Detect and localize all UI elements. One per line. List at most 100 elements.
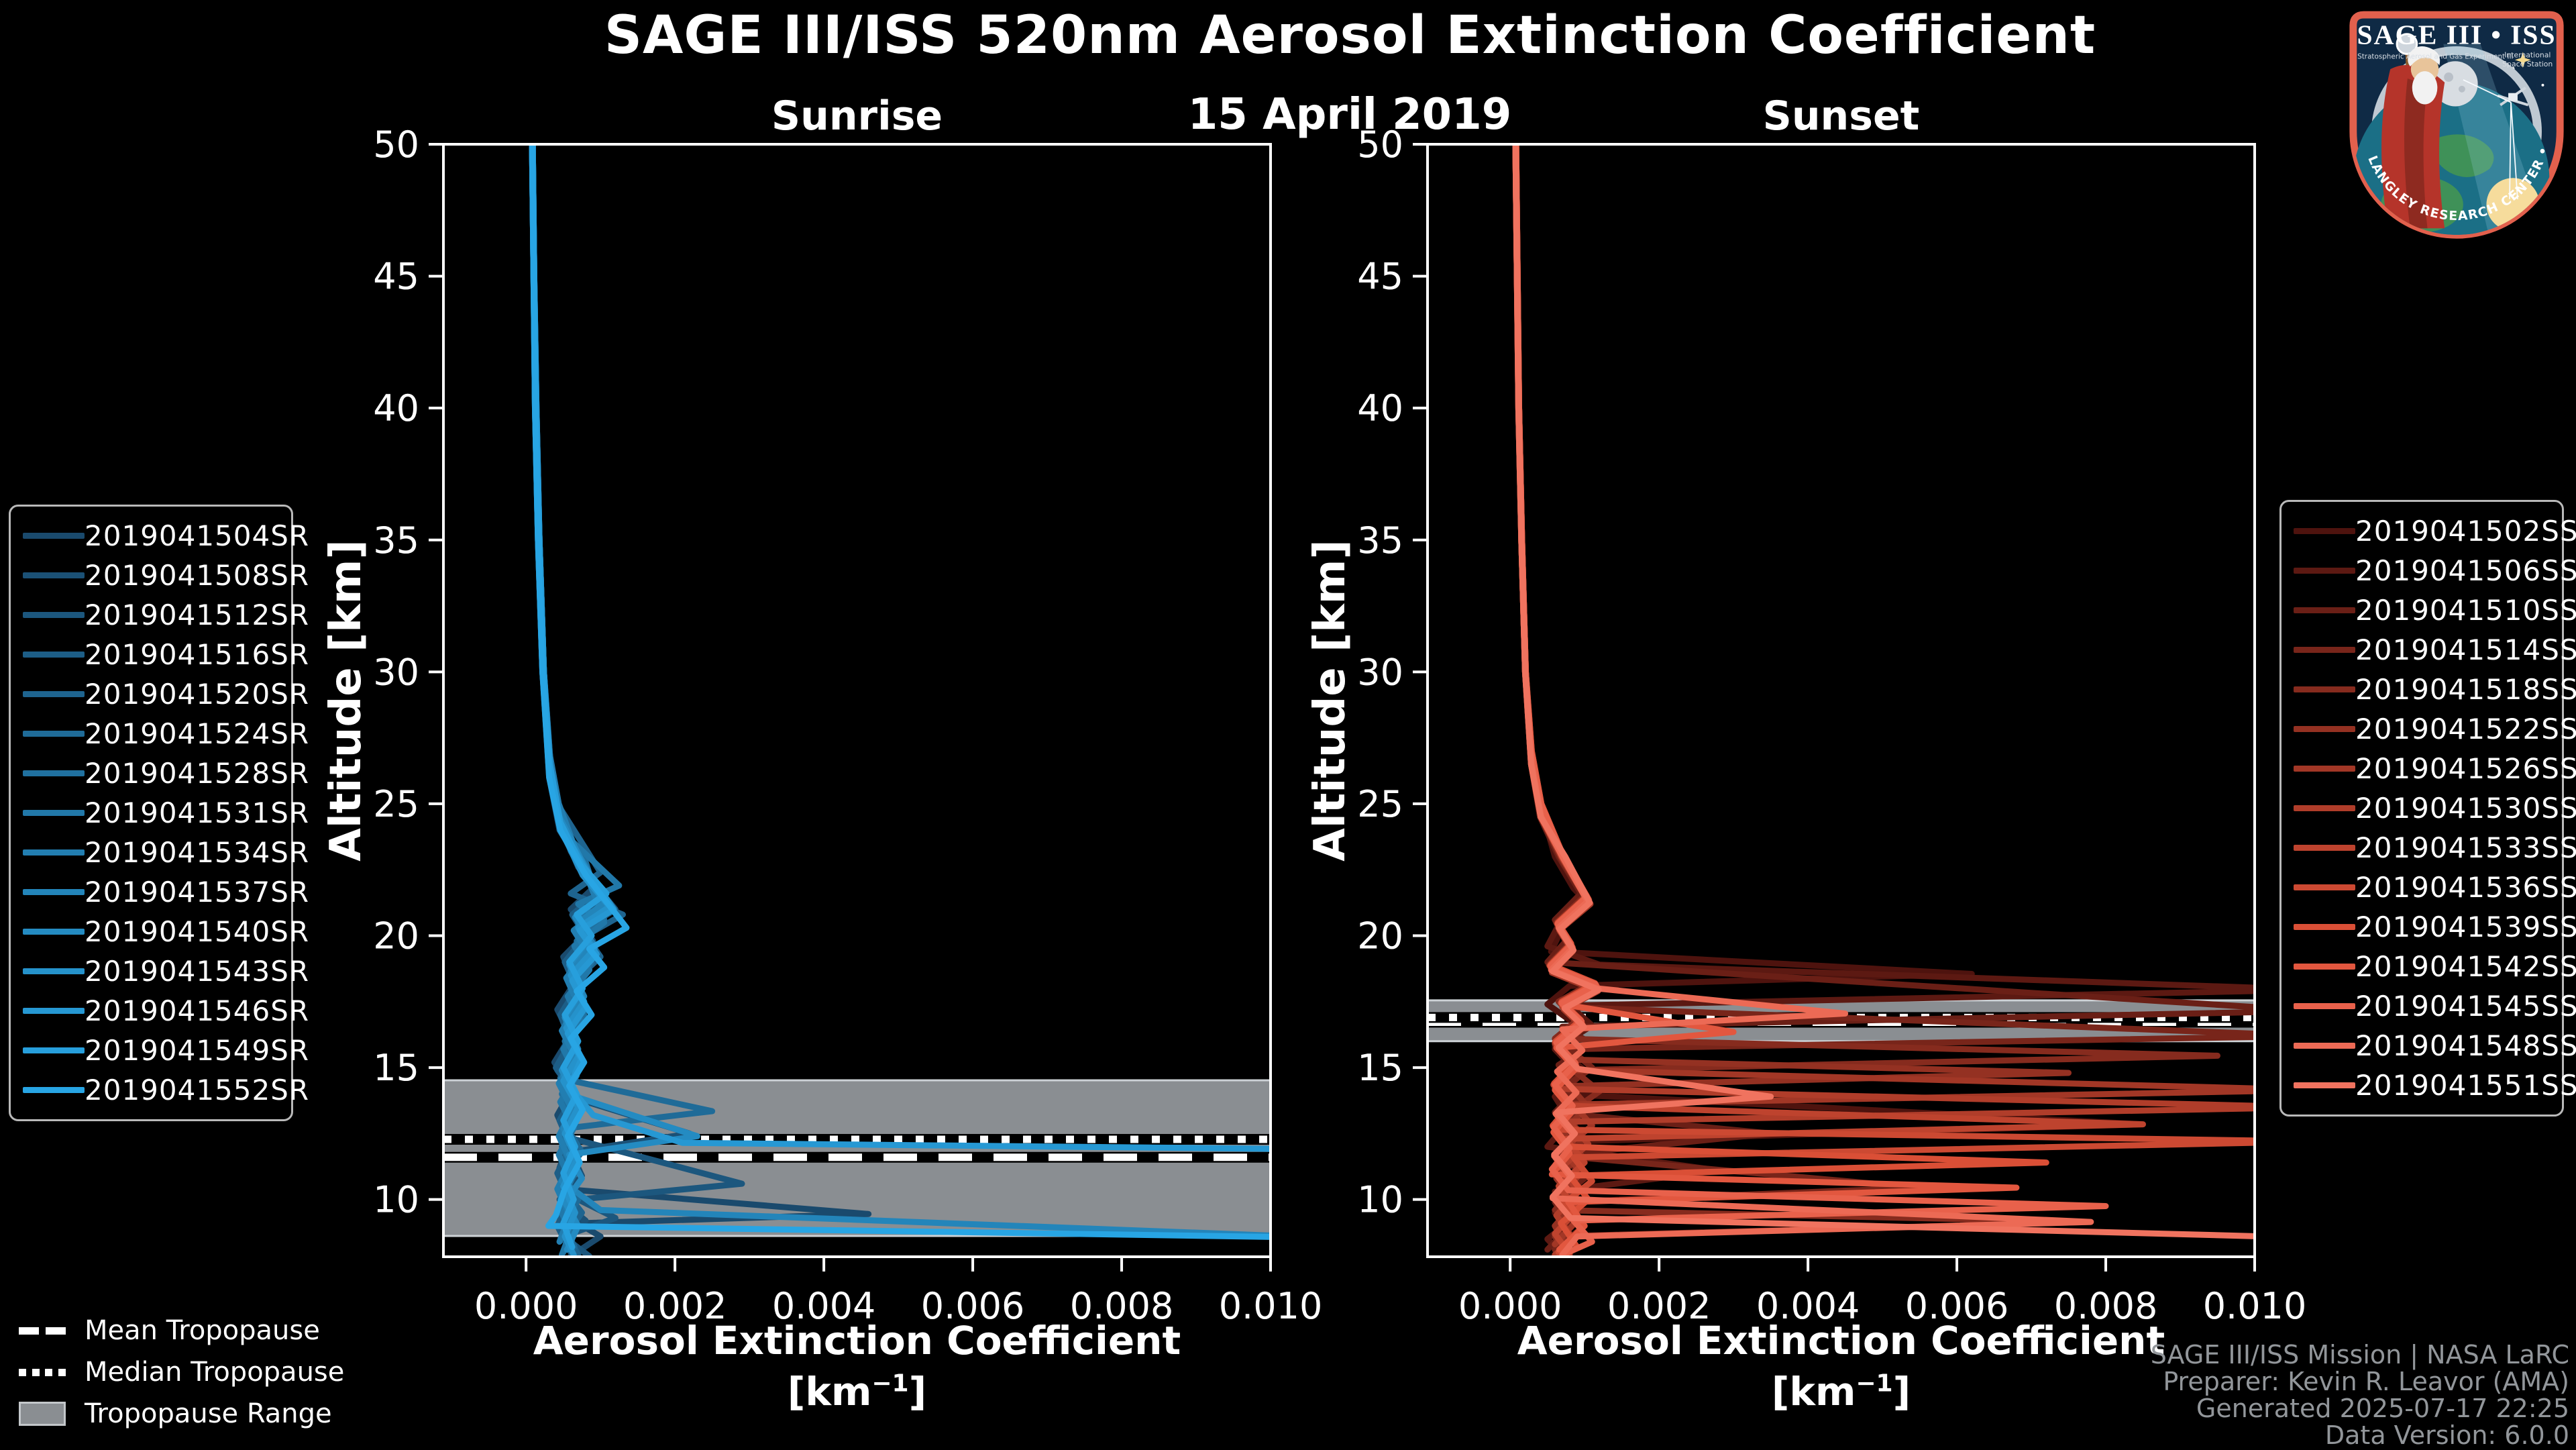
legend-item: 2019041516SR (11, 635, 309, 674)
logo-subtitle-right-2: Space Station (2502, 60, 2553, 68)
legend-item: 2019041522SS (2282, 709, 2576, 749)
legend-label: 2019041536SS (2355, 871, 2576, 904)
logo-subtitle-right-1: International (2504, 50, 2551, 59)
legend-item: 2019041543SR (11, 951, 309, 991)
legend-label: 2019041546SR (85, 994, 310, 1027)
x-axis-label-sunset: Aerosol Extinction Coefficient (1517, 1318, 2165, 1363)
credits-mission: SAGE III/ISS Mission | NASA LaRC (2150, 1340, 2569, 1369)
gray-band-icon (19, 1402, 66, 1426)
legend-label: 2019041537SR (85, 876, 310, 909)
legend-line-swatch (23, 968, 85, 974)
y-tick-label: 30 (373, 651, 419, 693)
panel-frame (1426, 143, 2256, 1258)
legend-label: 2019041502SS (2355, 515, 2576, 548)
legend-line-swatch (2294, 726, 2355, 732)
legend-label: 2019041552SR (85, 1074, 310, 1106)
legend-item: 2019041549SR (11, 1031, 309, 1070)
legend-label: 2019041518SS (2355, 673, 2576, 706)
sage-figure (2381, 33, 2445, 229)
sunrise-legend: 2019041504SR 2019041508SR 2019041512SR 2019… (9, 505, 309, 1121)
legend-line-swatch (23, 652, 85, 658)
legend-item: 2019041534SR (11, 833, 309, 872)
legend-line-swatch (2294, 1082, 2355, 1088)
y-tick-label: 15 (1357, 1047, 1403, 1089)
legend-line-swatch (23, 929, 85, 935)
sunset-legend: 2019041502SS 2019041506SS 2019041510SS 2019… (2279, 500, 2576, 1117)
legend-line-swatch (2294, 686, 2355, 692)
legend-item: 2019041526SS (2282, 749, 2576, 788)
legend-label: 2019041512SR (85, 599, 310, 631)
dashed-line-icon (19, 1327, 66, 1335)
credits-generated: Generated 2025-07-17 22:25 (2196, 1393, 2569, 1423)
legend-label: 2019041542SS (2355, 950, 2576, 983)
credits-preparer: Preparer: Kevin R. Leavor (AMA) (2163, 1366, 2569, 1396)
series-line (529, 144, 1271, 1152)
legend-label: 2019041534SR (85, 836, 310, 869)
legend-item: 2019041504SR (11, 516, 309, 556)
legend-item: 2019041512SR (11, 595, 309, 635)
legend-line-swatch (2294, 845, 2355, 851)
legend-label: 2019041530SS (2355, 792, 2576, 825)
legend-line-swatch (23, 1008, 85, 1014)
legend-line-swatch (2294, 766, 2355, 772)
legend-line-swatch (23, 1087, 85, 1093)
legend-label: 2019041516SR (85, 638, 310, 671)
x-tick-label: 0.008 (1070, 1285, 1174, 1327)
tropopause-legend: Mean Tropopause Median Tropopause Tropop… (19, 1310, 344, 1435)
legend-label: 2019041520SR (85, 678, 310, 711)
legend-label: 2019041545SS (2355, 990, 2576, 1023)
credits: SAGE III/ISS Mission | NASA LaRC Prepare… (2150, 1340, 2569, 1449)
legend-label: 2019041510SS (2355, 594, 2576, 627)
legend-label: 2019041539SS (2355, 911, 2576, 943)
legend-line-swatch (2294, 924, 2355, 930)
x-tick-label: 0.008 (2054, 1285, 2158, 1327)
x-tick-label: 0.002 (1607, 1285, 1711, 1327)
legend-item: 2019041508SR (11, 556, 309, 595)
legend-label: 2019041524SR (85, 717, 310, 750)
legend-line-swatch (23, 1047, 85, 1053)
y-tick-label: 50 (1357, 123, 1403, 166)
y-tick-label: 40 (373, 387, 419, 429)
legend-item: 2019041552SR (11, 1070, 309, 1110)
legend-item: 2019041514SS (2282, 630, 2576, 670)
legend-line-swatch (2294, 884, 2355, 890)
legend-line-swatch (2294, 805, 2355, 811)
legend-item: 2019041542SS (2282, 947, 2576, 986)
legend-label: 2019041526SS (2355, 752, 2576, 785)
x-tick-label: 0.004 (772, 1285, 876, 1327)
median-tropopause-label: Median Tropopause (85, 1357, 345, 1388)
legend-line-swatch (23, 770, 85, 776)
y-tick-label: 25 (373, 783, 419, 825)
legend-item: 2019041536SS (2282, 868, 2576, 907)
legend-line-swatch (23, 612, 85, 618)
legend-label: 2019041540SR (85, 915, 310, 948)
legend-label: 2019041506SS (2355, 554, 2576, 587)
x-tick-label: 0.002 (623, 1285, 727, 1327)
legend-label: 2019041548SS (2355, 1029, 2576, 1062)
logo-title: SAGE III • ISS (2357, 19, 2556, 50)
y-tick-label: 50 (373, 123, 419, 166)
legend-label: 2019041504SR (85, 519, 310, 552)
y-tick-label: 10 (1357, 1179, 1403, 1221)
panel-frame (442, 143, 1272, 1258)
legend-label: 2019041543SR (85, 955, 310, 988)
legend-item: 2019041545SS (2282, 986, 2576, 1026)
x-axis-label-sunrise: Aerosol Extinction Coefficient (533, 1318, 1181, 1363)
x-tick-label: 0.006 (1905, 1285, 2009, 1327)
x-tick-label: 0.000 (474, 1285, 578, 1327)
x-tick-label: 0.010 (1219, 1285, 1323, 1327)
legend-label: 2019041551SS (2355, 1069, 2576, 1102)
legend-line-swatch (23, 691, 85, 697)
legend-item: 2019041528SR (11, 754, 309, 793)
tropopause-range-legend-item: Tropopause Range (19, 1393, 344, 1435)
y-tick-label: 10 (373, 1179, 419, 1221)
legend-line-swatch (2294, 1043, 2355, 1049)
y-tick-label: 30 (1357, 651, 1403, 693)
star-icon (2514, 52, 2531, 68)
legend-label: 2019041528SR (85, 757, 310, 790)
legend-item: 2019041540SR (11, 912, 309, 951)
legend-label: 2019041514SS (2355, 633, 2576, 666)
y-tick-label: 45 (1357, 256, 1403, 298)
y-tick-label: 45 (373, 256, 419, 298)
